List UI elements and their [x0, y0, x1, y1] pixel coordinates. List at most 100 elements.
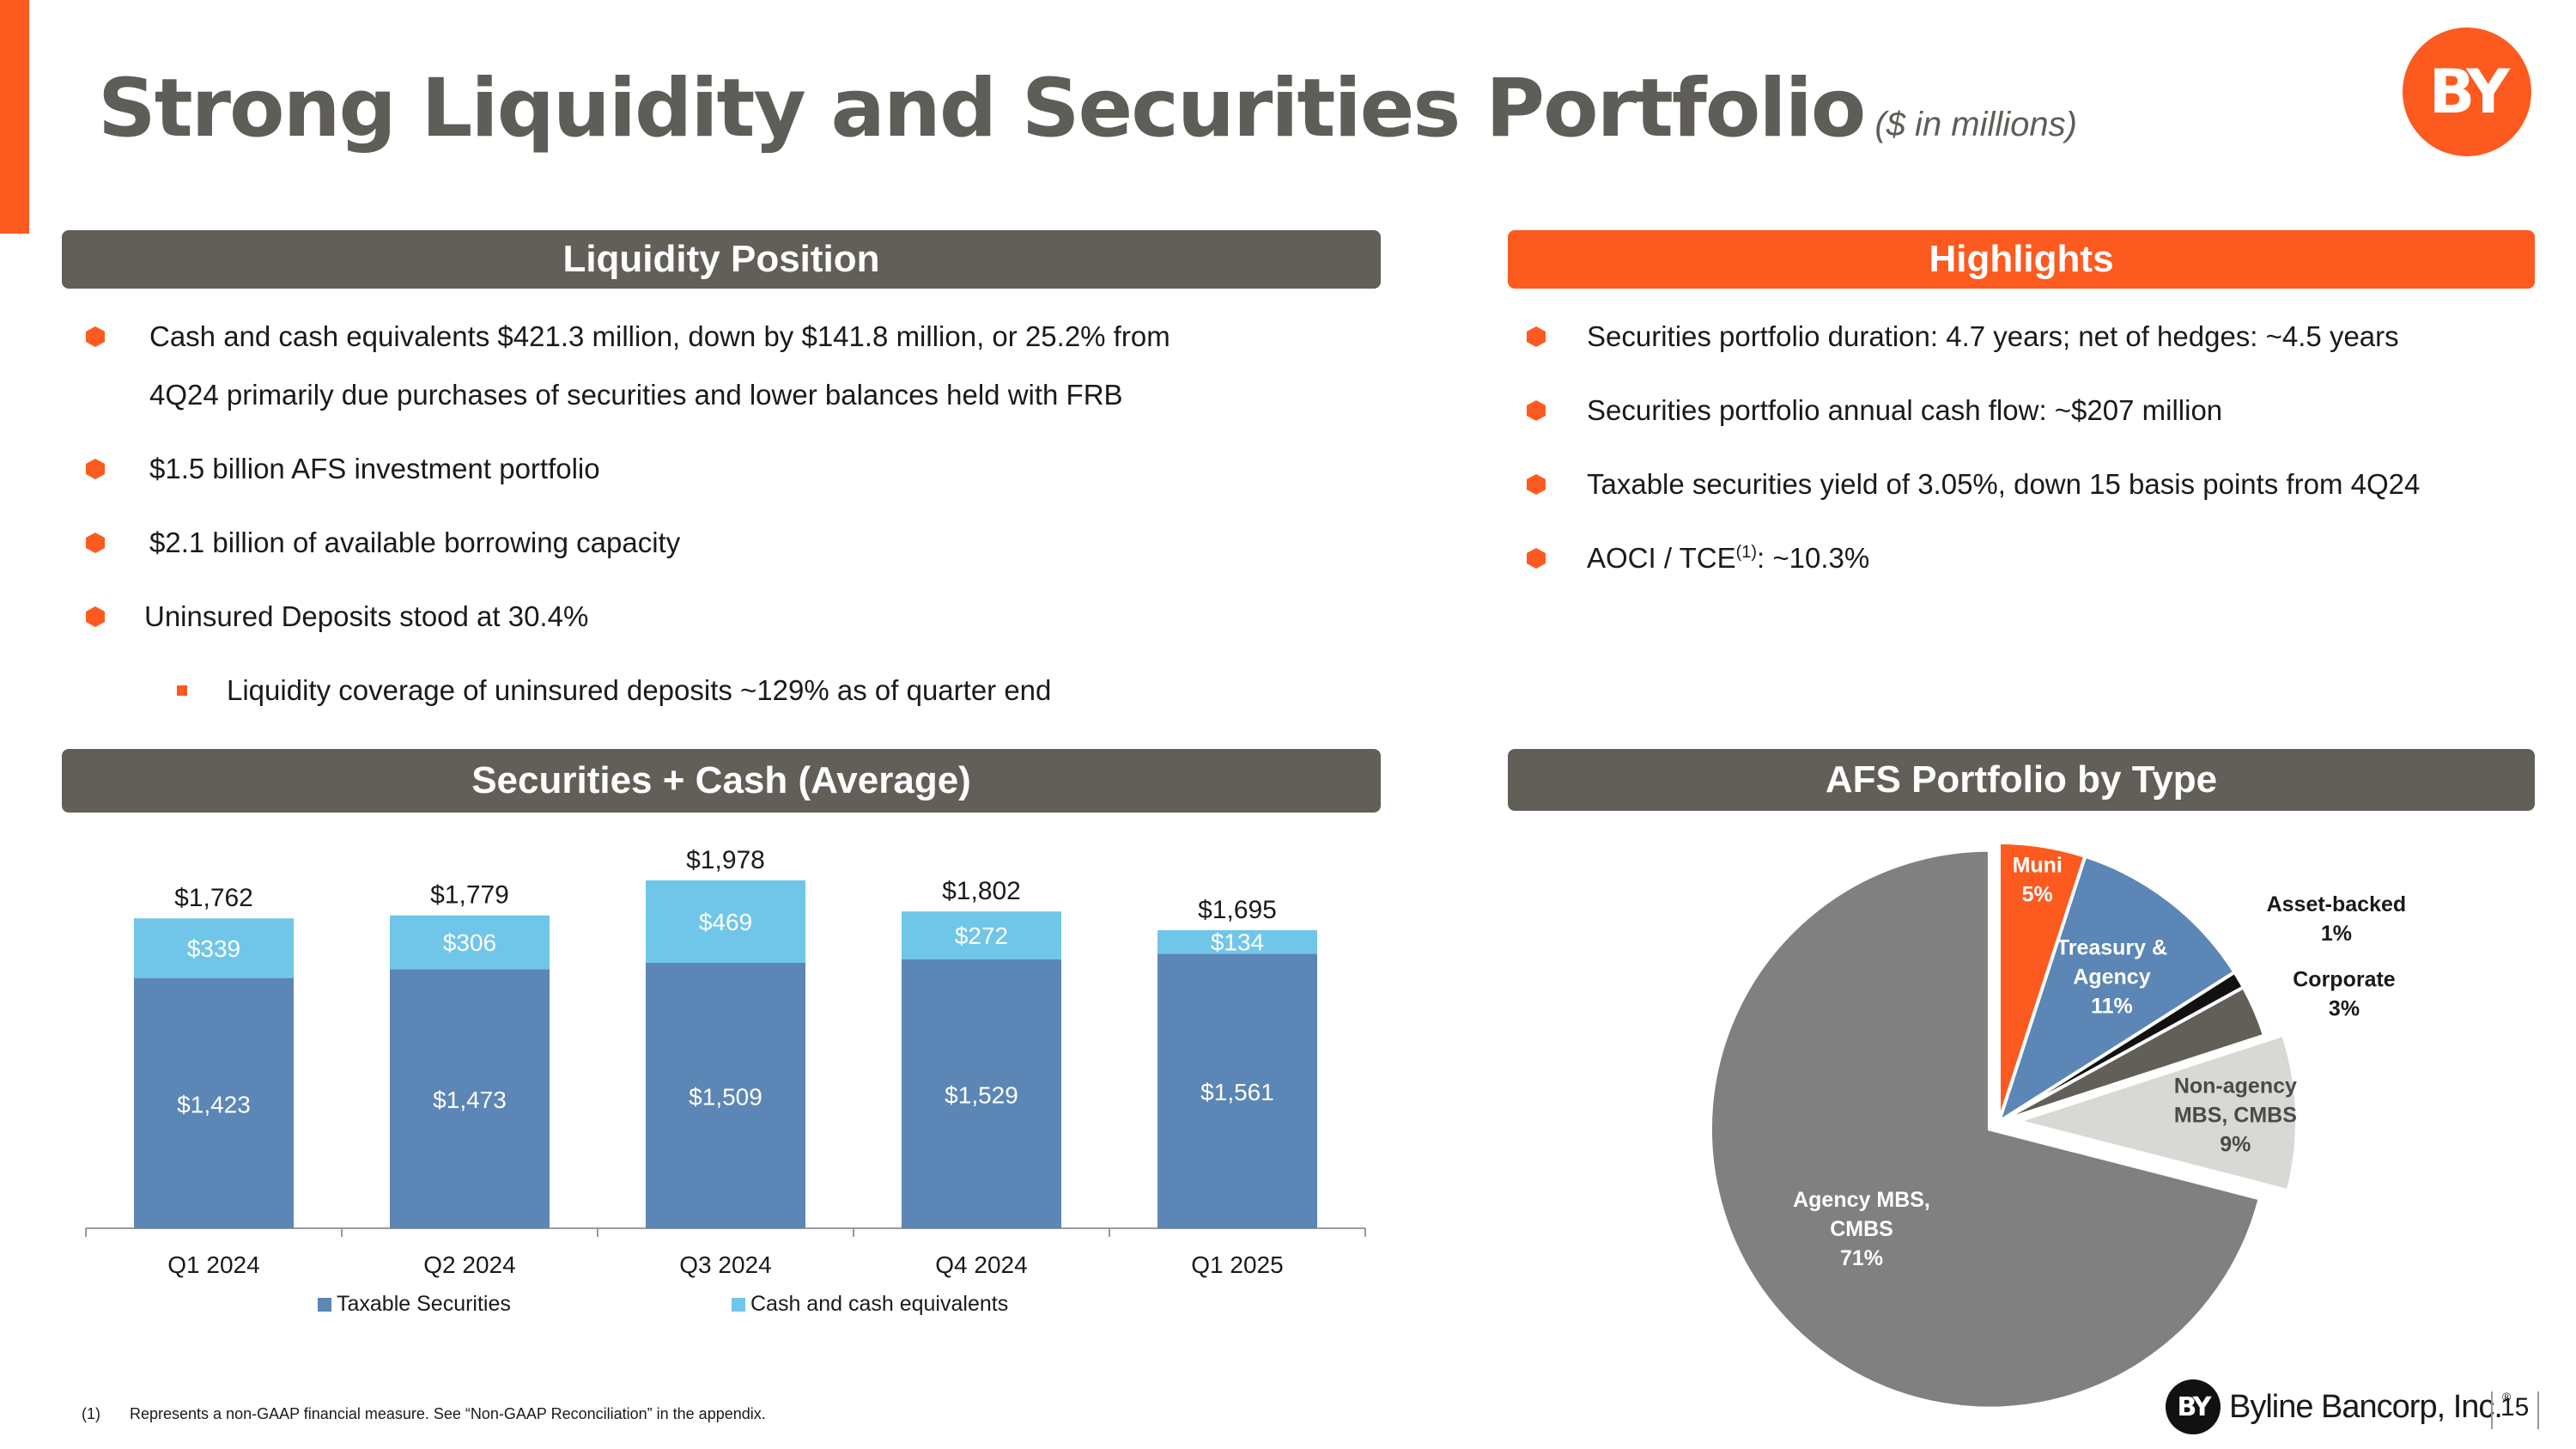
footer-logo-badge: BY: [2166, 1379, 2221, 1434]
highlights-bullet-list: Securities portfolio duration: 4.7 years…: [1527, 307, 2420, 588]
bar-taxable-securities: [1157, 953, 1317, 1228]
pie-slice-label-line: MBS, CMBS: [2174, 1103, 2297, 1127]
bar-taxable-securities: [646, 963, 805, 1228]
afs-portfolio-pie-chart: Muni 5% Treasury & Agency 11% Asset-backed 1% C…: [1708, 840, 2407, 1410]
liquidity-bullet-3: $2.1 billion of available borrowing capa…: [86, 514, 1170, 572]
footnote-text: Represents a non-GAAP financial measure.…: [130, 1405, 766, 1422]
bar-total-label: $1,695: [1198, 896, 1277, 924]
footer-company-name: Byline Bancorp, Inc.: [2229, 1388, 2503, 1425]
accent-bar: [0, 0, 29, 234]
pie-slice-label-line: Treasury &: [2057, 936, 2167, 960]
pie-slice-label-line: Agency MBS,: [1793, 1188, 1930, 1212]
hexagon-bullet-icon: [1527, 400, 1546, 421]
liquidity-bullet-4-text: Uninsured Deposits stood at 30.4%: [144, 600, 589, 632]
pie-slice-label-line: Muni: [2013, 854, 2063, 878]
pie-slice-label-line: 71%: [1840, 1246, 1883, 1270]
pie-slice: [2011, 1032, 2299, 1193]
square-bullet-icon: [177, 685, 187, 696]
highlights-bullet-4: AOCI / TCE(1): ~10.3%: [1527, 529, 2420, 588]
liquidity-bullet-2: $1.5 billion AFS investment portfolio: [86, 440, 1170, 498]
x-axis-tick-label: Q2 2024: [423, 1251, 515, 1278]
page-title: Strong Liquidity and Securities Portfoli…: [98, 62, 2077, 155]
footer-trademark: ®: [2501, 1390, 2512, 1403]
liquidity-bullet-1-continued: 4Q24 primarily due purchases of securiti…: [149, 379, 1123, 411]
bar-cash-equivalents: [1157, 929, 1317, 954]
liquidity-bullet-2-text: $1.5 billion AFS investment portfolio: [149, 453, 600, 484]
liquidity-sub-bullet: Liquidity coverage of uninsured deposits…: [86, 661, 1170, 720]
x-axis-tick-label: Q3 2024: [679, 1251, 771, 1278]
bar-taxable-securities: [134, 977, 294, 1228]
x-axis-tick-label: Q1 2025: [1191, 1251, 1283, 1278]
pie-slice: [1998, 984, 2267, 1123]
footer-logo: BY Byline Bancorp, Inc. ®: [2166, 1379, 2511, 1434]
pie-slice-label-line: Non-agency: [2174, 1074, 2297, 1098]
hexagon-bullet-icon: [86, 326, 105, 347]
bar-label-taxable-securities: $1,529: [945, 1081, 1018, 1108]
legend-label: Cash and cash equivalents: [750, 1292, 1008, 1316]
hexagon-bullet-icon: [1527, 326, 1546, 347]
legend-label: Taxable Securities: [337, 1292, 511, 1316]
page-subtitle: ($ in millions): [1874, 106, 2077, 143]
highlights-bullet-3-text: Taxable securities yield of 3.05%, down …: [1587, 468, 2421, 500]
highlights-header: Highlights: [1508, 230, 2535, 289]
liquidity-bullet-1-text: Cash and cash equivalents $421.3 million…: [149, 320, 1170, 352]
aoci-tce-text: AOCI / TCE: [1587, 542, 1736, 574]
securities-cash-header: Securities + Cash (Average): [62, 749, 1381, 813]
bar-label-cash-equivalents: $134: [1211, 929, 1264, 956]
page-number-divider: [2537, 1391, 2539, 1429]
bar-taxable-securities: [902, 959, 1061, 1228]
pie-slice-label-line: CMBS: [1830, 1217, 1893, 1241]
x-axis-tick-label: Q1 2024: [167, 1251, 259, 1278]
highlights-bullet-3: Taxable securities yield of 3.05%, down …: [1527, 455, 2420, 514]
pie-slice-label-line: Corporate: [2293, 967, 2396, 991]
bar-label-cash-equivalents: $469: [699, 909, 752, 935]
liquidity-sub-bullet-text: Liquidity coverage of uninsured deposits…: [227, 674, 1052, 706]
liquidity-bullet-list: Cash and cash equivalents $421.3 million…: [86, 307, 1170, 720]
pie-slice-label-line: Agency: [2073, 965, 2150, 989]
pie-slice: [1996, 854, 2238, 1126]
pie-slice-label-line: 1%: [2321, 922, 2352, 946]
legend-swatch: [732, 1298, 745, 1312]
pie-slice-label: Agency MBS, CMBS 71%: [1793, 1188, 1930, 1270]
afs-portfolio-header: AFS Portfolio by Type: [1508, 749, 2535, 811]
aoci-tce-value: : ~10.3%: [1757, 542, 1870, 574]
bar-label-taxable-securities: $1,509: [689, 1084, 762, 1111]
aoci-footnote-marker: (1): [1735, 543, 1758, 562]
bar-label-taxable-securities: $1,473: [433, 1087, 507, 1113]
bar-cash-equivalents: [902, 911, 1061, 959]
bar-label-cash-equivalents: $306: [443, 929, 496, 956]
byline-logo-badge: BY: [2403, 27, 2531, 156]
pie-slice-label: Asset-backed 1%: [2267, 892, 2407, 946]
footnote: (1) Represents a non-GAAP financial measu…: [82, 1405, 766, 1423]
pie-slice-label-line: 11%: [2091, 995, 2133, 1019]
liquidity-bullet-1: Cash and cash equivalents $421.3 million…: [86, 307, 1170, 366]
bar-cash-equivalents: [646, 880, 805, 964]
pie-slice-label: Non-agency MBS, CMBS 9%: [2174, 1074, 2297, 1156]
pie-slice-label-line: 9%: [2220, 1132, 2251, 1156]
pie-slice-label: Treasury & Agency 11%: [2057, 936, 2167, 1019]
bar-cash-equivalents: [390, 915, 550, 970]
highlights-bullet-1: Securities portfolio duration: 4.7 years…: [1527, 307, 2420, 366]
bar-label-cash-equivalents: $339: [187, 935, 240, 962]
footer-divider: [2491, 1391, 2493, 1429]
bar-cash-equivalents: [134, 918, 294, 978]
page-number: 15: [2500, 1393, 2530, 1422]
pie-slice: [1708, 848, 2263, 1410]
liquidity-bullet-4: Uninsured Deposits stood at 30.4%: [86, 588, 1170, 646]
hexagon-bullet-icon: [86, 606, 105, 627]
legend-swatch: [318, 1298, 331, 1312]
bar-label-cash-equivalents: $272: [955, 922, 1008, 949]
pie-slice-label-line: 5%: [2022, 883, 2053, 907]
securities-cash-bar-chart: $1,423 $339 $1,762 Q1 2024 $1,473 $306 $1,779 Q…: [85, 846, 1366, 1316]
bar-label-taxable-securities: $1,561: [1200, 1079, 1274, 1105]
pie-slice-label-line: 3%: [2329, 996, 2360, 1020]
hexagon-bullet-icon: [86, 459, 105, 479]
hexagon-bullet-icon: [1527, 474, 1546, 495]
highlights-bullet-1-text: Securities portfolio duration: 4.7 years…: [1587, 320, 2399, 352]
hexagon-bullet-icon: [1527, 548, 1546, 569]
x-axis-tick-label: Q4 2024: [935, 1251, 1027, 1278]
bar-total-label: $1,779: [430, 881, 509, 910]
hexagon-bullet-icon: [86, 533, 105, 553]
liquidity-position-header: Liquidity Position: [62, 230, 1381, 289]
highlights-bullet-2: Securities portfolio annual cash flow: ~…: [1527, 381, 2420, 440]
